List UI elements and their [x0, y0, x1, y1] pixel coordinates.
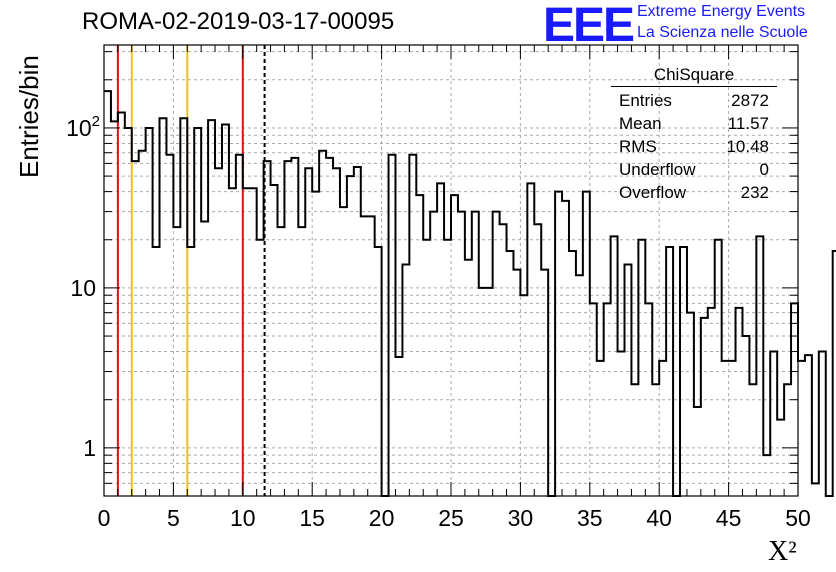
stats-value: 11.57 [727, 114, 769, 133]
x-tick-label: 30 [508, 505, 534, 531]
x-tick-label: 50 [785, 505, 811, 531]
stats-box: ChiSquare Entries 2872 Mean 11.57 RMS 10.48… [611, 65, 777, 204]
x-axis: 0 5 10 15 20 25 30 35 40 45 50 [98, 45, 811, 531]
logo-line1: Extreme Energy Events [637, 3, 806, 20]
stats-value: 10.48 [726, 137, 769, 156]
x-axis-label: X² [768, 536, 797, 567]
logo-line2: La Scienza nelle Scuole [637, 24, 808, 41]
stats-label: RMS [619, 137, 657, 156]
page-title: ROMA-02-2019-03-17-00095 [82, 8, 395, 35]
y-tick-label: 10 [70, 275, 96, 301]
histogram-line [104, 90, 836, 497]
y-tick-label: 1 [83, 435, 96, 461]
stats-row: Entries 2872 [611, 89, 777, 112]
stats-row: Underflow 0 [611, 158, 777, 181]
stats-value: 2872 [731, 91, 769, 110]
stats-value: 232 [740, 183, 769, 202]
y-tick-label: 102 [66, 113, 100, 141]
stats-row: Mean 11.57 [611, 112, 777, 135]
stats-label: Underflow [619, 160, 696, 179]
x-tick-label: 10 [230, 505, 256, 531]
stats-value: 0 [759, 160, 769, 179]
x-tick-label: 5 [167, 505, 180, 531]
reference-lines [116, 45, 266, 496]
histogram [104, 90, 836, 497]
stats-row: Overflow 232 [611, 181, 777, 204]
stats-label: Overflow [619, 183, 687, 202]
y-axis-label: Entries/bin [14, 55, 44, 178]
x-tick-label: 40 [646, 505, 672, 531]
y-axis: 1 10 102 [66, 51, 798, 497]
eee-logo: EEE [543, 0, 635, 52]
x-tick-label: 15 [299, 505, 325, 531]
stats-label: Entries [619, 91, 672, 110]
x-tick-label: 35 [577, 505, 603, 531]
stats-title: ChiSquare [611, 65, 777, 87]
grid [104, 45, 798, 496]
stats-label: Mean [619, 114, 662, 133]
x-tick-label: 45 [716, 505, 742, 531]
x-tick-label: 25 [438, 505, 464, 531]
x-tick-label: 20 [369, 505, 395, 531]
x-tick-label: 0 [98, 505, 111, 531]
stats-row: RMS 10.48 [611, 135, 777, 158]
